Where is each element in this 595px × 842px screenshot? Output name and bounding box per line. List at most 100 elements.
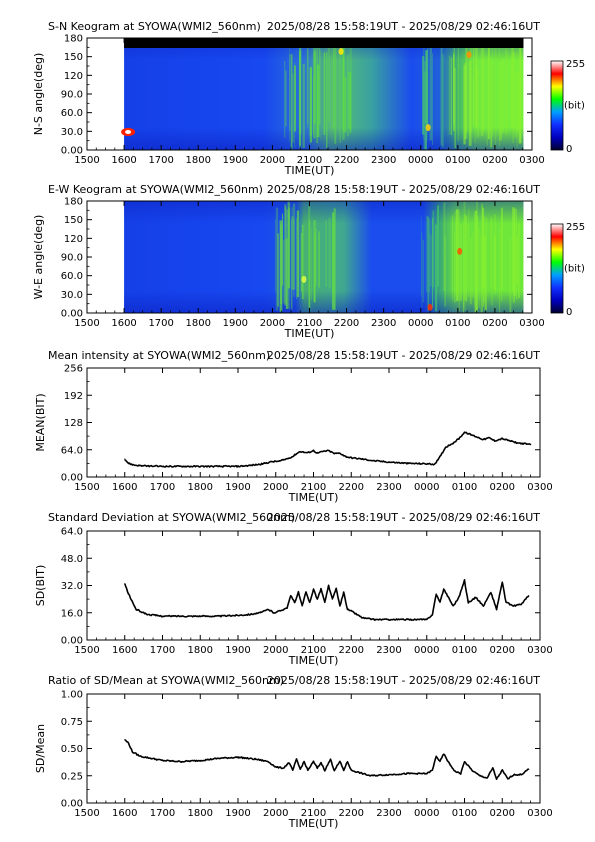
data-point bbox=[350, 610, 352, 612]
data-point bbox=[127, 593, 130, 595]
data-point bbox=[346, 608, 349, 610]
keogram-streak bbox=[287, 202, 291, 310]
x-axis-2: 1500 1600 1700 1800 1900 2000 2100 2200 2300 0000… bbox=[74, 368, 553, 504]
colorbar-1: 255 (bit) 0 bbox=[550, 222, 585, 318]
keogram-start-spot-core bbox=[125, 130, 132, 134]
x-tick-label-10: 0100 bbox=[452, 645, 477, 656]
x-tick-label-2: 1700 bbox=[150, 808, 175, 819]
y-axis-label-4: SD/Mean bbox=[34, 724, 47, 773]
keogram-streak bbox=[285, 238, 288, 310]
keogram-streak bbox=[426, 215, 429, 292]
x-tick-label-8: 2300 bbox=[376, 645, 401, 656]
data-point bbox=[133, 464, 135, 466]
x-axis-3: 1500 1600 1700 1800 1900 2000 2100 2200 2300 0000… bbox=[74, 531, 553, 667]
data-point bbox=[278, 610, 281, 612]
y-tick-label-1: 64.0 bbox=[61, 445, 83, 456]
data-point bbox=[452, 605, 454, 607]
keogram-streak bbox=[490, 57, 493, 148]
keogram-streak bbox=[517, 223, 520, 299]
keogram-streak bbox=[440, 41, 443, 146]
keogram-streak bbox=[428, 219, 430, 293]
data-point bbox=[492, 767, 494, 769]
keogram-streak bbox=[334, 43, 337, 144]
keogram-streak bbox=[477, 70, 479, 138]
y-tick-label-1: 30.0 bbox=[61, 290, 83, 301]
colorbar-0: 255 (bit) 0 bbox=[550, 59, 585, 155]
y-tick-label-5: 150 bbox=[64, 215, 83, 226]
x-tick-label-7: 2200 bbox=[334, 318, 359, 329]
data-point bbox=[513, 605, 515, 607]
time-range-2: 2025/08/28 15:58:19UT - 2025/08/29 02:46… bbox=[267, 349, 540, 362]
data-point bbox=[505, 601, 507, 604]
keogram-streak bbox=[283, 239, 285, 304]
data-point bbox=[331, 598, 333, 600]
x-tick-label-9: 0000 bbox=[414, 482, 439, 493]
x-tick-label-4: 1900 bbox=[223, 155, 248, 166]
data-point bbox=[307, 769, 309, 771]
data-point bbox=[446, 595, 449, 597]
data-point bbox=[482, 605, 484, 607]
keogram-streak bbox=[427, 217, 430, 311]
data-point bbox=[530, 444, 532, 446]
series-line-3 bbox=[124, 579, 530, 621]
keogram-streak bbox=[467, 55, 469, 130]
data-point bbox=[426, 619, 428, 621]
data-point bbox=[237, 614, 239, 616]
keogram-streak bbox=[486, 56, 488, 146]
keogram-streak bbox=[294, 62, 296, 148]
data-point bbox=[501, 769, 503, 771]
keogram-streak bbox=[301, 224, 304, 300]
keogram-streak bbox=[349, 44, 352, 132]
keogram-streak bbox=[280, 224, 283, 305]
data-point bbox=[309, 601, 311, 604]
data-point bbox=[373, 460, 375, 462]
data-point bbox=[294, 601, 296, 604]
y-axis-2: 0.00 64.0 128 192 256 MEAN(BIT) bbox=[34, 364, 540, 484]
data-point bbox=[124, 458, 126, 460]
y-axis-0: 0.00 30.0 60.0 90.0 120 150 180 N-S angle(deg) bbox=[32, 34, 532, 157]
colorbar-unit-label: (bit) bbox=[564, 264, 585, 275]
data-point bbox=[180, 465, 182, 467]
data-point bbox=[312, 588, 315, 590]
keogram-streak bbox=[431, 236, 432, 287]
data-point bbox=[320, 762, 322, 764]
keogram-streak bbox=[284, 60, 286, 138]
keogram-streak bbox=[462, 222, 464, 313]
data-point bbox=[305, 591, 307, 593]
data-point bbox=[316, 598, 318, 600]
keogram-streak bbox=[512, 47, 514, 144]
data-point bbox=[292, 769, 294, 771]
keogram-streak bbox=[423, 71, 426, 150]
data-point bbox=[407, 462, 409, 464]
data-point bbox=[260, 463, 262, 465]
keogram-streak bbox=[454, 232, 456, 303]
keogram-streak bbox=[425, 72, 428, 124]
x-tick-label-2: 1700 bbox=[150, 482, 175, 493]
x-tick-label-9: 0000 bbox=[408, 155, 433, 166]
keogram-streak bbox=[289, 45, 290, 142]
x-tick-label-11: 0200 bbox=[490, 482, 515, 493]
data-point bbox=[369, 775, 371, 777]
keogram-streak bbox=[451, 214, 454, 301]
data-point bbox=[286, 607, 288, 609]
data-point bbox=[431, 613, 433, 616]
keogram-streak bbox=[509, 238, 512, 313]
data-point bbox=[248, 464, 250, 467]
data-point bbox=[127, 742, 130, 744]
data-point bbox=[463, 761, 466, 763]
x-tick-label-11: 0200 bbox=[490, 645, 515, 656]
x-tick-label-3: 1800 bbox=[186, 155, 211, 166]
keogram-streak bbox=[326, 52, 328, 148]
x-tick-label-10: 0100 bbox=[452, 482, 477, 493]
data-point bbox=[454, 770, 456, 773]
y-axis-label-3: SD(BIT) bbox=[34, 565, 47, 607]
keogram-streak bbox=[468, 61, 472, 146]
data-point bbox=[448, 444, 450, 446]
data-point bbox=[350, 457, 352, 459]
data-point bbox=[482, 438, 484, 441]
keogram-streak bbox=[478, 228, 480, 308]
x-tick-label-0: 1500 bbox=[74, 808, 99, 819]
keogram-bright-spot bbox=[338, 47, 344, 55]
data-point bbox=[297, 591, 299, 593]
data-point bbox=[513, 774, 515, 776]
